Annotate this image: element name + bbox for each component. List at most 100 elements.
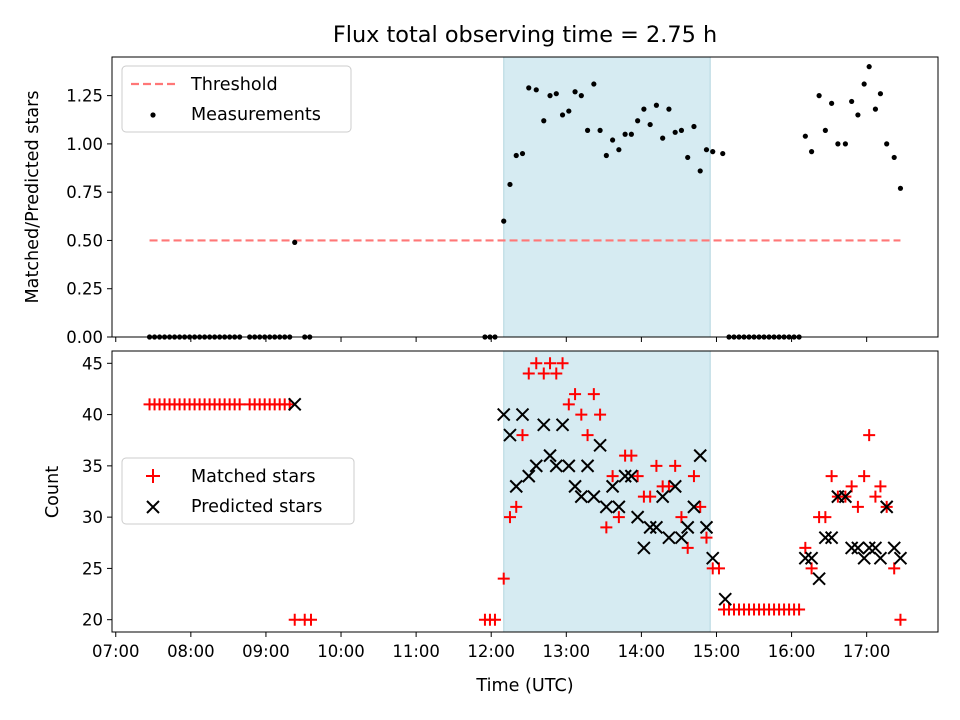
predicted-star-point xyxy=(580,459,595,473)
measurement-point xyxy=(866,64,872,70)
top-ytick-label: 1.25 xyxy=(66,87,103,106)
matched-star-point xyxy=(233,398,246,411)
bottom-ytick-label: 20 xyxy=(82,611,103,630)
measurement-point xyxy=(660,135,666,141)
matched-star-point xyxy=(650,459,663,472)
legend-measurements-label: Measurements xyxy=(191,105,321,125)
predicted-star-point xyxy=(844,541,859,555)
measurement-point xyxy=(541,118,547,124)
bottom-xlabel: Time (UTC) xyxy=(475,676,573,696)
matched-star-point xyxy=(863,429,876,442)
predicted-star-point xyxy=(655,489,670,504)
bottom-xtick-label: 11:00 xyxy=(392,642,440,661)
measurement-point xyxy=(849,98,855,105)
predicted-star-point xyxy=(818,530,833,545)
predicted-star-point xyxy=(798,551,813,565)
measurement-point xyxy=(547,93,553,99)
measurement-point xyxy=(685,154,691,161)
bottom-ytick-label: 25 xyxy=(82,559,103,578)
bottom-xtick-label: 10:00 xyxy=(317,642,365,661)
bottom-xtick-label: 07:00 xyxy=(92,642,140,661)
measurement-point xyxy=(553,91,559,97)
matched-star-point xyxy=(544,357,557,370)
measurement-point xyxy=(835,141,841,147)
measurement-point xyxy=(816,93,822,99)
bottom-xtick-label: 13:00 xyxy=(543,642,591,661)
top-ytick-label: 0.00 xyxy=(66,328,103,347)
predicted-star-point xyxy=(674,530,689,545)
top-legend: Threshold Measurements xyxy=(121,65,352,133)
predicted-star-point xyxy=(649,520,664,535)
predicted-star-point xyxy=(879,500,894,514)
measurement-point xyxy=(703,147,710,153)
measurement-point xyxy=(802,133,808,139)
predicted-star-point xyxy=(851,541,865,555)
predicted-star-point xyxy=(605,479,620,494)
predicted-star-point xyxy=(537,418,551,432)
top-ytick-label: 0.25 xyxy=(66,280,103,299)
matched-star-point xyxy=(845,480,858,493)
predicted-star-point xyxy=(868,541,883,555)
measurement-point xyxy=(710,149,716,155)
measurement-point xyxy=(507,181,513,188)
measurement-point xyxy=(641,106,647,112)
matched-star-point xyxy=(888,562,901,575)
matched-star-point xyxy=(869,490,882,503)
legend-predicted-label: Predicted stars xyxy=(191,497,322,517)
top-ytick-label: 1.00 xyxy=(66,135,103,154)
predicted-star-point xyxy=(522,469,536,483)
predicted-star-point xyxy=(509,479,523,494)
bottom-xtick-label: 12:00 xyxy=(467,642,515,661)
matched-star-point xyxy=(700,531,713,544)
matched-star-point xyxy=(550,367,563,380)
measurement-point xyxy=(501,218,507,224)
bottom-xtick-label: 17:00 xyxy=(843,642,891,661)
predicted-star-point xyxy=(662,530,676,545)
predicted-star-point xyxy=(497,407,511,422)
bottom-axes-frame xyxy=(111,350,939,633)
measurement-point xyxy=(584,127,591,133)
legend-matched-swatch xyxy=(146,469,160,483)
matched-star-point xyxy=(575,408,588,421)
predicted-star-point xyxy=(593,438,607,453)
predicted-star-point xyxy=(624,469,639,483)
measurement-point xyxy=(884,141,890,147)
bottom-legend: Matched stars Predicted stars xyxy=(121,457,355,525)
measurement-point xyxy=(653,102,660,108)
top-ylabel: Matched/Predicted stars xyxy=(23,90,43,303)
bottom-ytick-label: 30 xyxy=(82,508,103,527)
bottom-xtick-label: 16:00 xyxy=(768,642,816,661)
measurement-point xyxy=(678,127,685,133)
matched-star-point xyxy=(304,613,317,626)
predicted-star-point xyxy=(612,500,626,514)
predicted-star-point xyxy=(555,418,570,432)
predicted-star-point xyxy=(574,489,589,504)
predicted-star-point xyxy=(562,459,576,473)
matched-star-point xyxy=(537,367,550,380)
predicted-star-point xyxy=(668,479,682,494)
matched-star-point xyxy=(825,470,838,483)
predicted-star-point xyxy=(706,551,720,565)
predicted-star-point xyxy=(893,551,908,565)
bottom-xtick-label: 15:00 xyxy=(693,642,741,661)
predicted-star-point xyxy=(687,500,701,514)
top-legend-box xyxy=(121,65,352,133)
chart-title: Flux total observing time = 2.75 h xyxy=(333,22,717,48)
measurement-point xyxy=(559,112,566,118)
measurement-point xyxy=(861,81,867,87)
top-shaded-interval xyxy=(503,56,711,338)
predicted-star-point xyxy=(857,551,871,565)
matched-star-point xyxy=(799,541,812,554)
matched-star-point xyxy=(894,613,907,626)
top-panel: 0.00 0.25 0.50 0.75 1.00 1.25 Matched/Predict… xyxy=(23,56,939,347)
matched-star-point xyxy=(662,480,675,493)
matched-star-point xyxy=(497,572,510,585)
predicted-star-point xyxy=(887,541,901,555)
bottom-xtick-label: 08:00 xyxy=(167,642,215,661)
measurement-point xyxy=(877,91,884,97)
measurement-point xyxy=(597,127,603,133)
matched-star-point xyxy=(687,470,700,483)
measurement-point xyxy=(647,121,653,128)
matched-star-point xyxy=(606,470,619,483)
measurement-point xyxy=(603,152,609,159)
